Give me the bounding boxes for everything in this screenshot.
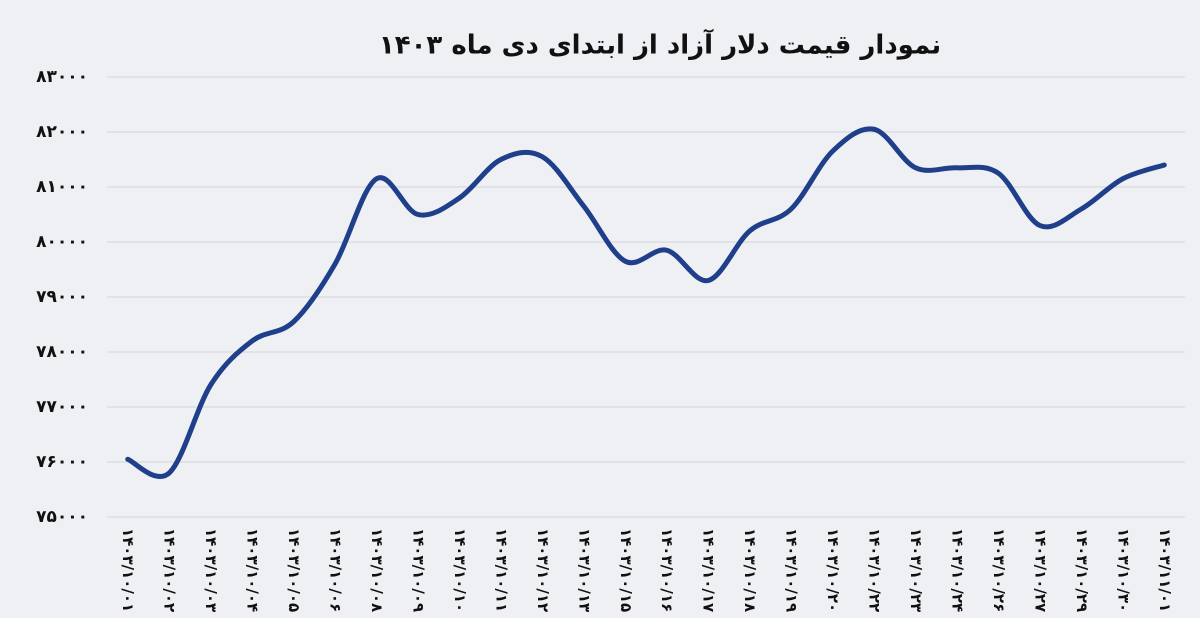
x-tick-label: ۱۴۰۳/۱۰/۱۱ xyxy=(492,528,510,612)
y-tick-label: ۸۳۰۰۰ xyxy=(36,67,88,87)
x-tick-label: ۱۴۰۳/۱۰/۱۹ xyxy=(783,528,801,612)
x-tick-label: ۱۴۰۳/۱۱/۰۱ xyxy=(1156,528,1174,612)
x-tick-label: ۱۴۰۳/۱۰/۲۳ xyxy=(907,528,925,612)
line xyxy=(125,126,1167,479)
x-tick-label: ۱۴۰۳/۱۰/۱۷ xyxy=(700,528,718,612)
x-tick-label: ۱۴۰۳/۱۰/۰۶ xyxy=(327,528,345,612)
x-tick-label: ۱۴۰۳/۱۰/۱۲ xyxy=(534,528,552,612)
x-tick-label: ۱۴۰۳/۱۰/۲۶ xyxy=(990,528,1008,612)
x-tick-label: ۱۴۰۳/۱۰/۰۸ xyxy=(368,528,386,612)
x-tick-label: ۱۴۰۳/۱۰/۱۳ xyxy=(575,528,593,612)
y-tick-label: ۷۷۰۰۰ xyxy=(36,397,88,417)
x-tick-label: ۱۴۰۳/۱۰/۱۶ xyxy=(658,528,676,612)
x-tick-label: ۱۴۰۳/۱۰/۲۹ xyxy=(1073,528,1091,612)
x-tick-label: ۱۴۰۳/۱۰/۲۲ xyxy=(866,528,884,612)
chart-title: نمودار قیمت دلار آزاد از ابتدای دی ماه ۱… xyxy=(379,29,941,61)
x-tick-label: ۱۴۰۳/۱۰/۰۲ xyxy=(161,528,179,612)
y-tick-label: ۷۸۰۰۰ xyxy=(36,342,88,362)
x-tick-label: ۱۴۰۳/۱۰/۲۷ xyxy=(1031,528,1049,612)
x-tick-label: ۱۴۰۳/۱۰/۰۹ xyxy=(409,528,427,612)
x-tick-label: ۱۴۰۳/۱۰/۲۴ xyxy=(948,528,966,612)
x-tick-label: ۱۴۰۳/۱۰/۰۳ xyxy=(202,528,220,612)
y-tick-label: ۸۰۰۰۰ xyxy=(36,232,88,252)
y-tick-label: ۷۹۰۰۰ xyxy=(36,287,88,307)
x-tick-label: ۱۴۰۳/۱۰/۰۴ xyxy=(244,528,262,612)
y-tick-label: ۷۶۰۰۰ xyxy=(36,452,88,472)
y-tick-label: ۷۵۰۰۰ xyxy=(36,507,88,527)
y-tick-label: ۸۱۰۰۰ xyxy=(36,177,88,197)
x-tick-label: ۱۴۰۳/۱۰/۱۰ xyxy=(451,528,469,612)
x-tick-label: ۱۴۰۳/۱۰/۱۵ xyxy=(617,528,635,612)
x-tick-label: ۱۴۰۳/۱۰/۳۰ xyxy=(1114,528,1132,612)
x-tick-label: ۱۴۰۳/۱۰/۱۸ xyxy=(741,528,759,612)
x-tick-label: ۱۴۰۳/۱۰/۰۱ xyxy=(119,528,137,612)
x-tick-label: ۱۴۰۳/۱۰/۰۵ xyxy=(285,528,303,612)
x-tick-label: ۱۴۰۳/۱۰/۲۰ xyxy=(824,528,842,612)
y-tick-label: ۸۲۰۰۰ xyxy=(36,122,88,142)
